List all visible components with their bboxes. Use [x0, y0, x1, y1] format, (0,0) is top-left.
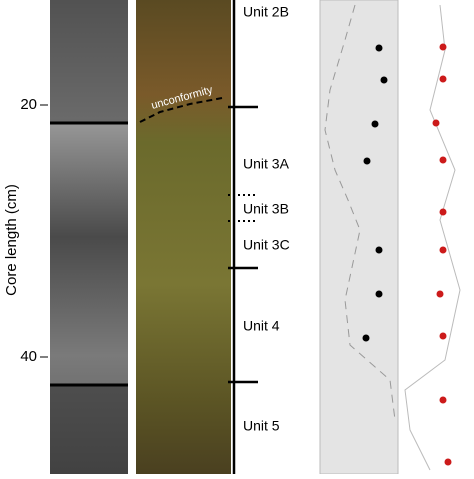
red-points [432, 43, 452, 466]
axis-label: Core length (cm) [3, 184, 20, 296]
photo-section [50, 385, 128, 474]
core-photo-color [136, 0, 231, 474]
profile-line [324, 4, 396, 421]
unit-label: Unit 3B [243, 201, 289, 217]
tick-label: 20 [20, 96, 37, 113]
unit-label: Unit 2B [243, 4, 289, 20]
profile-line [404, 4, 461, 471]
unit-label: Unit 3A [243, 156, 290, 172]
unit-label: Unit 5 [243, 418, 280, 434]
unconformity-line [139, 97, 223, 123]
tick-label: 40 [20, 348, 37, 365]
unit-label: Unit 4 [243, 318, 280, 334]
photo-section [50, 0, 128, 123]
black-points [362, 44, 388, 342]
unit-label: Unit 3C [243, 237, 290, 253]
